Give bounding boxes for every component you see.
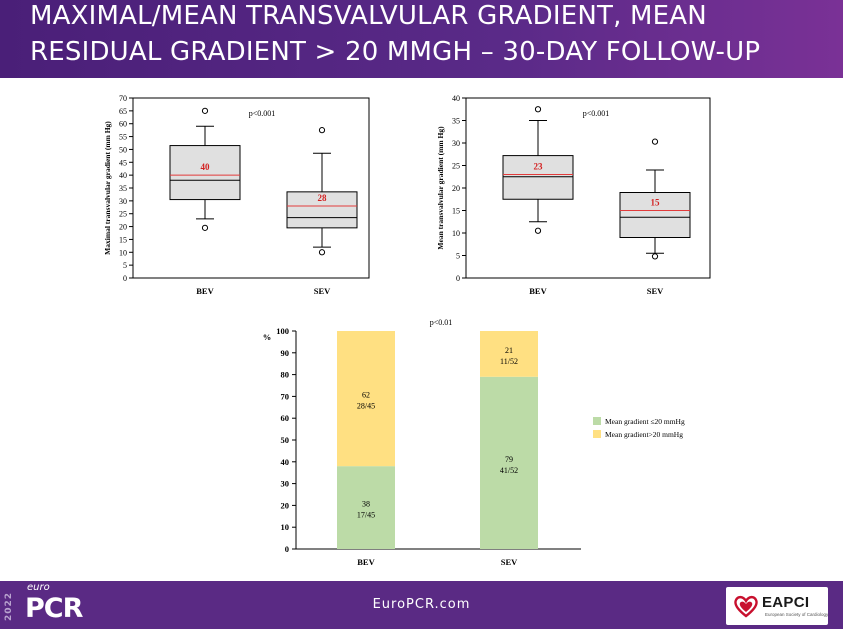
category-label: SEV	[314, 286, 331, 296]
category-label: BEV	[196, 286, 214, 296]
p-value-1: p<0.001	[583, 109, 610, 118]
mean-label: 23	[534, 162, 544, 172]
y-axis-label-1: Mean transvalvular gradient (mm Hg)	[436, 126, 445, 250]
plot-frame-0	[132, 97, 370, 279]
y-tick-label: 100	[276, 326, 289, 336]
outlier-point	[651, 138, 659, 145]
category-label: BEV	[357, 557, 375, 567]
y-tick-label-0: 60	[119, 120, 127, 129]
data-label-value: 79	[505, 455, 513, 464]
box-bev	[169, 145, 241, 201]
y-tick-label-0: 35	[119, 184, 127, 193]
slide-header: MAXIMAL/MEAN TRANSVALVULAR GRADIENT, MEA…	[0, 0, 843, 78]
p-value: p<0.01	[430, 318, 453, 327]
y-tick-label-1: 30	[452, 139, 460, 148]
y-tick-label-0: 15	[119, 235, 127, 244]
outlier-point	[318, 127, 326, 134]
y-tick-label: 10	[281, 522, 290, 532]
y-tick-label-1: 15	[452, 207, 460, 216]
slide-title-line-1: MAXIMAL/MEAN TRANSVALVULAR GRADIENT, MEA…	[30, 1, 707, 31]
bar-sev-segment-2	[480, 331, 538, 377]
outlier-point	[318, 249, 326, 256]
y-tick-label-1: 35	[452, 117, 460, 126]
data-label-value: 38	[362, 500, 370, 509]
y-tick-label-0: 40	[119, 171, 127, 180]
bar-sev-segment-1	[480, 376, 538, 549]
eapci-subtitle: European Society of Cardiology	[765, 612, 829, 617]
box-bev	[502, 155, 574, 200]
y-tick-label-0: 45	[119, 158, 127, 167]
y-tick-label: 90	[281, 348, 290, 358]
data-label-count: 17/45	[357, 511, 375, 520]
y-tick-label-0: 10	[119, 248, 127, 257]
slide-title: MAXIMAL/MEAN TRANSVALVULAR GRADIENT, MEA…	[30, 0, 830, 70]
y-tick-label-0: 55	[119, 133, 127, 142]
y-tick-label-1: 20	[452, 184, 460, 193]
y-tick-label-0: 25	[119, 210, 127, 219]
y-tick-label: 70	[281, 391, 290, 401]
data-label-value: 21	[505, 346, 513, 355]
brand-euro: euro	[27, 582, 50, 593]
y-tick-label-1: 10	[452, 229, 460, 238]
outlier-point	[534, 227, 542, 234]
legend-swatch-2	[593, 430, 601, 438]
y-axis-label: %	[263, 332, 272, 342]
y-tick-label-0: 5	[123, 261, 127, 270]
outlier-point	[651, 253, 659, 260]
y-tick-label-0: 50	[119, 145, 127, 154]
outlier-point	[201, 107, 209, 114]
y-tick-label: 30	[281, 479, 290, 489]
category-label: SEV	[501, 557, 518, 567]
p-value-0: p<0.001	[249, 109, 276, 118]
mean-label: 40	[201, 162, 211, 172]
y-tick-label-1: 0	[456, 274, 460, 283]
mean-label: 15	[651, 198, 661, 208]
data-label-value: 62	[362, 391, 370, 400]
y-axis-label-0: Maximal transvalvular gradient (mm Hg)	[103, 121, 112, 255]
y-tick-label: 80	[281, 370, 290, 380]
data-label-count: 11/52	[500, 357, 518, 366]
mean-label: 28	[318, 193, 328, 203]
outlier-point	[534, 106, 542, 113]
bar-bev-segment-2	[337, 331, 395, 467]
data-label-count: 41/52	[500, 466, 518, 475]
legend-swatch-1	[593, 417, 601, 425]
category-label: SEV	[647, 286, 664, 296]
bar-bev-segment-1	[337, 466, 395, 549]
y-tick-label-0: 30	[119, 197, 127, 206]
y-tick-label-1: 25	[452, 162, 460, 171]
category-label: BEV	[529, 286, 547, 296]
y-tick-label-0: 20	[119, 223, 127, 232]
legend-label-2: Mean gradient>20 mmHg	[605, 430, 683, 439]
box-sev	[619, 192, 691, 238]
y-tick-label: 20	[281, 500, 290, 510]
heart-icon	[734, 595, 758, 618]
outlier-point	[201, 224, 209, 231]
website-link[interactable]: EuroPCR.com	[372, 597, 471, 612]
eapci-name: EAPCI	[762, 594, 810, 611]
y-tick-label-0: 70	[119, 94, 127, 103]
y-tick-label: 50	[281, 435, 290, 445]
y-tick-label: 40	[281, 457, 290, 467]
y-tick-label: 0	[285, 544, 289, 554]
legend-label-1: Mean gradient ≤20 mmHg	[605, 417, 685, 426]
data-label-count: 28/45	[357, 402, 375, 411]
y-tick-label-1: 5	[456, 252, 460, 261]
y-tick-label-1: 40	[452, 94, 460, 103]
y-tick-label-0: 65	[119, 107, 127, 116]
slide-title-line-2: RESIDUAL GRADIENT > 20 MMGH – 30-DAY FOL…	[30, 37, 761, 67]
slide-footer	[0, 581, 843, 629]
y-tick-label-0: 0	[123, 274, 127, 283]
brand-pcr: PCR	[25, 593, 83, 624]
box-sev	[286, 191, 358, 229]
y-tick-label: 60	[281, 413, 290, 423]
